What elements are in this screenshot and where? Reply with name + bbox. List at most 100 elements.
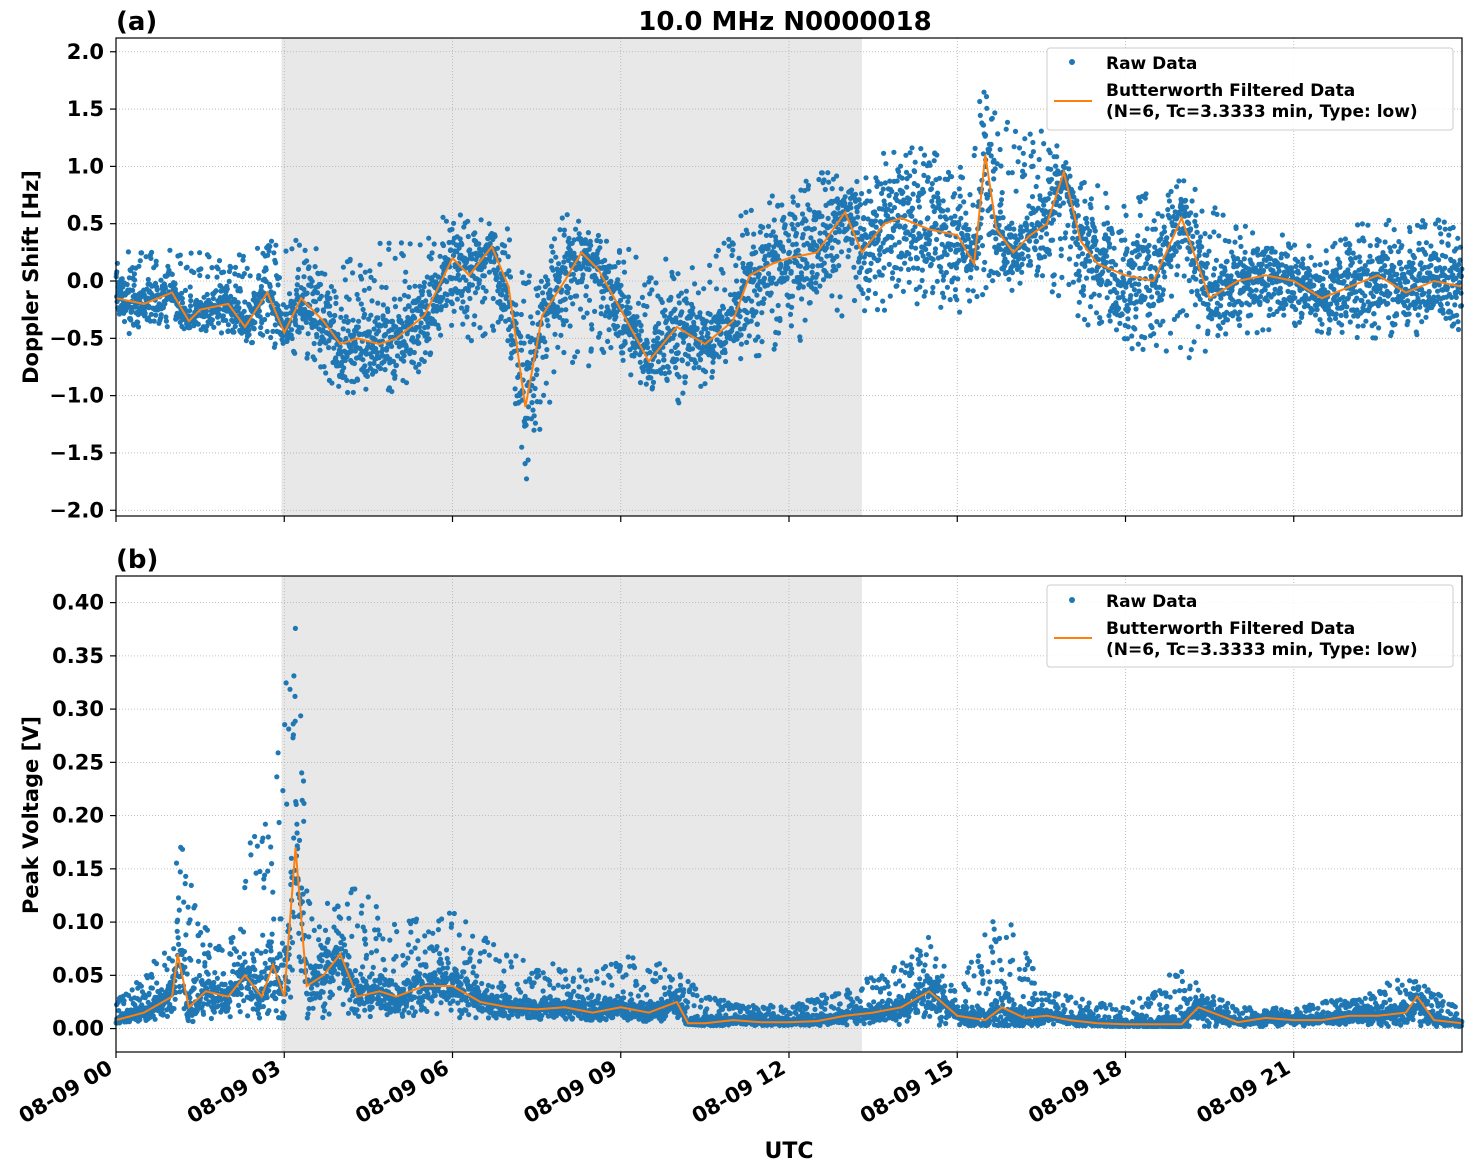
raw-data-point	[996, 222, 1002, 228]
raw-data-point	[1020, 150, 1026, 156]
raw-data-point	[137, 258, 143, 264]
raw-data-point	[879, 272, 885, 278]
raw-data-point	[1142, 335, 1148, 341]
raw-data-point	[153, 312, 159, 318]
raw-data-point	[902, 213, 908, 219]
raw-data-point	[477, 325, 483, 331]
raw-data-point	[1059, 274, 1065, 280]
raw-data-point	[638, 328, 645, 334]
raw-data-point	[1024, 215, 1030, 221]
raw-data-point	[1041, 141, 1047, 147]
raw-data-point	[614, 323, 621, 329]
raw-data-point	[204, 323, 210, 329]
raw-data-point	[1050, 217, 1056, 223]
raw-data-point	[899, 175, 905, 181]
raw-data-point	[410, 360, 417, 366]
raw-data-point	[829, 186, 835, 192]
raw-data-point	[748, 261, 754, 267]
raw-data-point	[1028, 153, 1034, 159]
raw-data-point	[1060, 200, 1066, 206]
raw-data-point	[1192, 218, 1198, 225]
raw-data-point	[214, 274, 220, 280]
raw-data-point	[672, 306, 678, 312]
raw-data-point	[302, 247, 308, 253]
raw-data-point	[1042, 254, 1048, 260]
raw-data-point	[209, 265, 215, 271]
raw-data-point	[789, 293, 796, 299]
raw-data-point	[943, 269, 950, 276]
raw-data-point	[206, 254, 212, 260]
raw-data-point	[1227, 301, 1233, 307]
raw-data-point	[1011, 144, 1017, 150]
raw-data-point	[952, 287, 959, 293]
raw-data-point	[1194, 229, 1200, 235]
raw-data-point	[754, 292, 760, 298]
raw-data-point	[265, 312, 271, 318]
raw-data-point	[933, 222, 939, 228]
raw-data-point	[637, 380, 644, 386]
raw-data-point	[887, 293, 893, 299]
raw-data-point	[412, 315, 418, 321]
raw-data-point	[967, 192, 973, 198]
raw-data-point	[427, 292, 433, 298]
raw-data-point	[1346, 246, 1352, 253]
raw-data-point	[360, 306, 366, 313]
raw-data-point	[226, 278, 232, 284]
raw-data-point	[838, 249, 845, 255]
raw-data-point	[486, 269, 492, 275]
raw-data-point	[1096, 292, 1102, 298]
raw-data-point	[1306, 243, 1312, 249]
raw-data-point	[1051, 272, 1057, 278]
raw-data-point	[459, 242, 465, 248]
raw-data-point	[465, 218, 471, 224]
raw-data-point	[393, 362, 400, 368]
raw-data-point	[983, 94, 990, 100]
raw-data-point	[246, 332, 252, 338]
raw-data-point	[757, 229, 763, 235]
raw-data-point	[1109, 230, 1115, 236]
raw-data-point	[533, 372, 540, 378]
raw-data-point	[345, 318, 351, 324]
raw-data-point	[1041, 202, 1047, 208]
raw-data-point	[523, 422, 529, 428]
raw-data-point	[1030, 149, 1036, 155]
raw-data-point	[974, 265, 980, 271]
raw-data-point	[211, 324, 217, 330]
raw-data-point	[128, 317, 134, 323]
raw-data-point	[1398, 266, 1405, 272]
raw-data-point	[1096, 256, 1102, 262]
raw-data-point	[734, 278, 740, 284]
raw-data-point	[304, 355, 310, 361]
raw-data-point	[276, 275, 282, 281]
raw-data-point	[561, 227, 568, 233]
raw-data-point	[508, 355, 514, 361]
raw-data-point	[753, 309, 759, 315]
raw-data-point	[1397, 259, 1403, 265]
raw-data-point	[1111, 245, 1117, 251]
raw-data-point	[862, 308, 868, 314]
raw-data-point	[376, 328, 382, 334]
raw-data-point	[1070, 189, 1076, 195]
raw-data-point	[904, 184, 910, 190]
raw-data-point	[1271, 291, 1277, 297]
raw-data-point	[813, 280, 819, 286]
raw-data-point	[715, 247, 722, 253]
raw-data-point	[514, 311, 520, 317]
raw-data-point	[1054, 143, 1060, 149]
raw-data-point	[1009, 220, 1015, 226]
raw-data-point	[1232, 239, 1238, 245]
raw-data-point	[779, 202, 785, 208]
raw-data-point	[1229, 249, 1235, 255]
raw-data-point	[689, 265, 695, 271]
raw-data-point	[702, 369, 709, 375]
raw-data-point	[305, 351, 311, 357]
raw-data-point	[1070, 279, 1076, 285]
raw-data-point	[217, 306, 223, 312]
raw-data-point	[934, 236, 940, 243]
raw-data-point	[1057, 195, 1063, 201]
raw-data-point	[928, 186, 935, 192]
raw-data-point	[1105, 235, 1111, 242]
raw-data-point	[612, 264, 618, 270]
raw-data-point	[542, 339, 548, 345]
raw-data-point	[605, 269, 612, 275]
